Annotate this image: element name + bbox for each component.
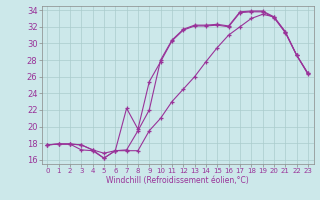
X-axis label: Windchill (Refroidissement éolien,°C): Windchill (Refroidissement éolien,°C) [106, 176, 249, 185]
